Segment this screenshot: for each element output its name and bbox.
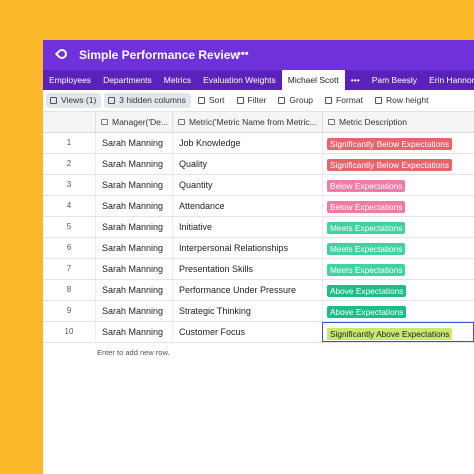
tab-bar: Employees Departments Metrics Evaluation We… [43, 70, 474, 90]
table-row[interactable]: 9 Sarah Manning Strategic Thinking Above Ex… [43, 301, 474, 322]
toolbar-button[interactable]: Sort [194, 93, 230, 108]
manager-cell[interactable]: Sarah Manning [95, 154, 172, 174]
description-tag: Significantly Below Expectations [327, 158, 452, 171]
description-tag: Meets Expectations [327, 242, 406, 255]
description-cell[interactable]: Significantly Below Expectations [322, 133, 474, 153]
toolbar-button[interactable]: Row height [371, 93, 434, 108]
column-header[interactable]: Manager('De... [95, 112, 172, 132]
description-tag: Above Expectations [327, 305, 407, 318]
metric-cell[interactable]: Strategic Thinking [172, 301, 322, 321]
description-tag: Above Expectations [327, 284, 407, 297]
row-number: 7 [66, 264, 72, 273]
description-tag: Meets Expectations [327, 221, 406, 234]
manager-cell[interactable]: Sarah Manning [95, 280, 172, 300]
row-number: 9 [66, 306, 72, 315]
toolbar-button[interactable]: 3 hidden columns [104, 93, 191, 108]
description-cell[interactable]: Significantly Above Expectations [322, 322, 474, 342]
table-row[interactable]: 7 Sarah Manning Presentation Skills Meets E… [43, 259, 474, 280]
add-row-hint: Enter to add new row. [97, 348, 170, 357]
app-window: Simple Performance Review ••• Employees D… [43, 40, 474, 474]
base-icon [54, 46, 70, 62]
table-header: Manager('De... Metric('Metric Name from M… [43, 112, 474, 133]
description-tag: Meets Expectations [327, 263, 406, 276]
table-row[interactable]: 6 Sarah Manning Interpersonal Relationship… [43, 238, 474, 259]
description-tag: Significantly Above Expectations [327, 327, 453, 340]
manager-cell[interactable]: Sarah Manning [95, 259, 172, 279]
description-cell[interactable]: Below Expectations [322, 175, 474, 195]
table-row[interactable]: 1 Sarah Manning Job Knowledge Significantly… [43, 133, 474, 154]
metric-cell[interactable]: Quantity [172, 175, 322, 195]
manager-cell[interactable]: Sarah Manning [95, 196, 172, 216]
table-row[interactable]: 10 Sarah Manning Customer Focus Significant… [43, 322, 474, 343]
table-row[interactable]: 8 Sarah Manning Performance Under Pressure… [43, 280, 474, 301]
tab[interactable]: Metrics [163, 75, 192, 85]
description-cell[interactable]: Above Expectations [322, 280, 474, 300]
manager-cell[interactable]: Sarah Manning [95, 322, 172, 342]
description-cell[interactable]: Above Expectations [322, 301, 474, 321]
base-menu[interactable]: ••• [237, 48, 249, 60]
manager-cell[interactable]: Sarah Manning [95, 301, 172, 321]
toolbar-button[interactable]: Views (1) [46, 93, 102, 108]
table-row[interactable]: 2 Sarah Manning Quality Significantly Below… [43, 154, 474, 175]
metric-cell[interactable]: Initiative [172, 217, 322, 237]
tab[interactable]: Michael Scott [281, 70, 345, 90]
row-number: 2 [66, 159, 72, 168]
column-header[interactable]: Metric('Metric Name from Metric... [172, 112, 322, 132]
metric-cell[interactable]: Attendance [172, 196, 322, 216]
toolbar-button[interactable]: Format [321, 93, 368, 108]
row-number: 1 [66, 138, 72, 147]
manager-cell[interactable]: Sarah Manning [95, 217, 172, 237]
metric-cell[interactable]: Job Knowledge [172, 133, 322, 153]
description-cell[interactable]: Meets Expectations [322, 238, 474, 258]
description-cell[interactable]: Significantly Below Expectations [322, 154, 474, 174]
base-title[interactable]: Simple Performance Review [79, 48, 240, 62]
metric-cell[interactable]: Performance Under Pressure [172, 280, 322, 300]
description-tag: Significantly Below Expectations [327, 137, 452, 150]
table-row[interactable]: 5 Sarah Manning Initiative Meets Expectatio… [43, 217, 474, 238]
toolbar-button[interactable]: Filter [233, 93, 272, 108]
tab[interactable]: Departments [103, 75, 152, 85]
description-tag: Below Expectations [327, 179, 406, 192]
manager-cell[interactable]: Sarah Manning [95, 238, 172, 258]
table-row[interactable]: 4 Sarah Manning Attendance Below Expectatio… [43, 196, 474, 217]
row-number: 4 [66, 201, 72, 210]
manager-cell[interactable]: Sarah Manning [95, 175, 172, 195]
metric-cell[interactable]: Quality [172, 154, 322, 174]
tab[interactable]: Pam Beesly [371, 75, 418, 85]
toolbar-button[interactable]: Group [274, 93, 318, 108]
row-number: 3 [66, 180, 72, 189]
manager-cell[interactable]: Sarah Manning [95, 133, 172, 153]
description-tag: Below Expectations [327, 200, 406, 213]
description-cell[interactable]: Below Expectations [322, 196, 474, 216]
metric-cell[interactable]: Presentation Skills [172, 259, 322, 279]
tab[interactable]: Employees [49, 75, 92, 85]
row-number: 5 [66, 222, 72, 231]
description-cell[interactable]: Meets Expectations [322, 217, 474, 237]
metric-cell[interactable]: Customer Focus [172, 322, 322, 342]
row-number: 10 [64, 327, 74, 336]
description-cell[interactable]: Meets Expectations [322, 259, 474, 279]
row-number: 6 [66, 243, 72, 252]
tab[interactable]: ••• [350, 75, 360, 85]
metric-cell[interactable]: Interpersonal Relationships [172, 238, 322, 258]
title-bar: Simple Performance Review ••• [43, 40, 474, 70]
column-header[interactable]: Metric Description [322, 112, 474, 132]
tab[interactable]: Evaluation Weights [203, 75, 276, 85]
tab[interactable]: Erin Hannon [429, 75, 474, 85]
row-number: 8 [66, 285, 72, 294]
table-row[interactable]: 3 Sarah Manning Quantity Below Expectations [43, 175, 474, 196]
toolbar: Views (1) 3 hidden columns Sort Filter Group… [43, 90, 474, 112]
